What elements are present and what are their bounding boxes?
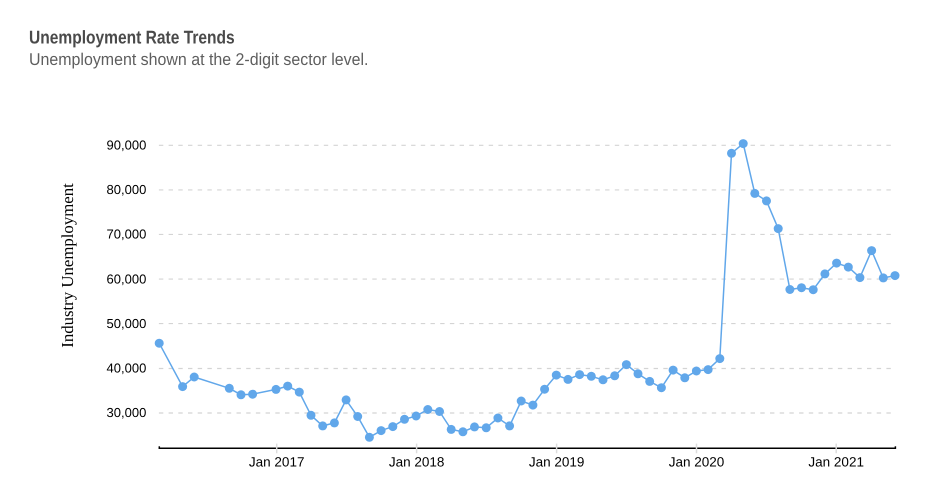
svg-text:Jan 2017: Jan 2017	[249, 454, 305, 469]
svg-text:Jan 2020: Jan 2020	[669, 454, 725, 469]
svg-text:40,000: 40,000	[107, 361, 147, 376]
svg-text:Jan 2019: Jan 2019	[529, 454, 585, 469]
svg-text:Unemployment Rate Trends: Unemployment Rate Trends	[29, 27, 235, 48]
svg-text:Industry Unemployment: Industry Unemployment	[58, 183, 77, 348]
svg-text:60,000: 60,000	[107, 271, 147, 286]
svg-text:90,000: 90,000	[107, 138, 147, 153]
svg-text:30,000: 30,000	[107, 405, 147, 420]
svg-text:70,000: 70,000	[107, 227, 147, 242]
svg-text:50,000: 50,000	[107, 316, 147, 331]
svg-text:80,000: 80,000	[107, 182, 147, 197]
svg-text:Jan 2021: Jan 2021	[808, 454, 864, 469]
svg-text:Unemployment shown at the 2-di: Unemployment shown at the 2-digit sector…	[29, 50, 369, 69]
svg-text:Jan 2018: Jan 2018	[389, 454, 445, 469]
